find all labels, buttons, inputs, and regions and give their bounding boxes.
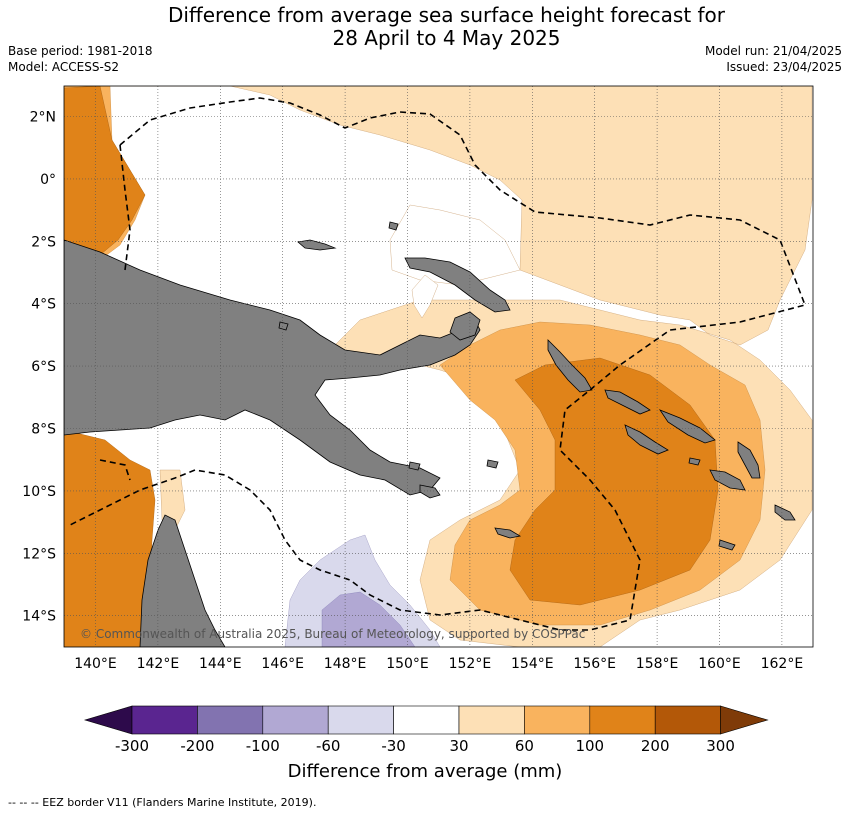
bougainville xyxy=(547,339,593,393)
small-island-5 xyxy=(408,461,421,471)
copyright-text: © Commonwealth of Australia 2025, Bureau… xyxy=(80,627,585,641)
colorbar-tick-label: -200 xyxy=(180,737,214,755)
latitude-label: 0° xyxy=(40,172,56,188)
small-island-1 xyxy=(388,221,399,231)
colorbar-segment xyxy=(524,705,591,735)
longitude-label: 140°E xyxy=(74,656,117,672)
colorbar: -300 -200 -100 -60 -30 30 60 100 200 300 xyxy=(83,705,769,755)
title-line-2: 28 April to 4 May 2025 xyxy=(332,26,561,50)
longitude-label: 152°E xyxy=(449,656,492,672)
meta-right: Model run: 21/04/2025 Issued: 23/04/2025 xyxy=(705,43,842,75)
latitude-label: 10°S xyxy=(22,484,56,500)
latitude-label: 14°S xyxy=(22,609,56,625)
latitude-label: 12°S xyxy=(22,546,56,562)
map-frame xyxy=(63,85,814,648)
colorbar-tick-label: -300 xyxy=(115,737,149,755)
solomon-island-4 xyxy=(709,469,746,491)
colorbar-segment xyxy=(393,705,460,735)
latitude-label: 2°S xyxy=(31,234,56,250)
longitude-label: 160°E xyxy=(698,656,741,672)
small-island-2 xyxy=(278,321,289,331)
latitude-labels: 2°N 0° 2°S 4°S 6°S 8°S 10°S 12°S 14°S xyxy=(22,110,56,625)
map-area xyxy=(64,86,813,647)
latitude-label: 8°S xyxy=(31,422,56,438)
louisiade-islands-2 xyxy=(419,484,441,499)
colorbar-tick-label: 200 xyxy=(641,737,670,755)
solomon-island-5 xyxy=(737,441,761,479)
colorbar-tick-label: -60 xyxy=(316,737,341,755)
latitude-label: 6°S xyxy=(31,359,56,375)
colorbar-tick-label: -30 xyxy=(381,737,406,755)
colorbar-segment xyxy=(197,705,264,735)
colorbar-tick-label: -100 xyxy=(246,737,280,755)
new-guinea-landmass xyxy=(64,239,481,496)
new-ireland xyxy=(297,239,337,251)
colorbar-segment xyxy=(458,705,525,735)
colorbar-tick-label: 60 xyxy=(515,737,534,755)
colorbar-label: Difference from average (mm) xyxy=(287,761,563,782)
eez-border xyxy=(69,97,807,631)
footnote: -- -- -- EEZ border V11 (Flanders Marine… xyxy=(8,796,317,809)
colorbar-segment xyxy=(131,705,198,735)
small-island-4 xyxy=(486,459,499,469)
latitude-label: 4°S xyxy=(31,297,56,313)
longitude-label: 156°E xyxy=(573,656,616,672)
louisiade-islands xyxy=(494,527,522,539)
solomon-island-1 xyxy=(604,389,651,415)
colorbar-segment xyxy=(327,705,394,735)
issued-date: Issued: 23/04/2025 xyxy=(726,60,842,74)
forecast-map: © Commonwealth of Australia 2025, Bureau… xyxy=(22,85,814,755)
longitude-label: 144°E xyxy=(199,656,242,672)
small-island-3 xyxy=(718,539,736,551)
colorbar-max-extension xyxy=(720,705,769,735)
longitude-label: 154°E xyxy=(511,656,554,672)
colorbar-segment xyxy=(654,705,721,735)
base-period: Base period: 1981-2018 xyxy=(8,44,153,58)
latitude-label: 2°N xyxy=(30,110,56,126)
longitude-label: 142°E xyxy=(137,656,180,672)
map-title: Difference from average sea surface heig… xyxy=(0,4,850,50)
solomon-island-6 xyxy=(774,504,796,521)
longitude-label: 146°E xyxy=(261,656,304,672)
longitude-label: 162°E xyxy=(761,656,804,672)
eez-border-west xyxy=(119,144,131,271)
colorbar-segment xyxy=(262,705,329,735)
colorbar-tick-label: 100 xyxy=(575,737,604,755)
land-masses xyxy=(64,221,796,647)
colorbar-tick-label: 300 xyxy=(706,737,735,755)
longitude-label: 150°E xyxy=(386,656,429,672)
colorbar-segment xyxy=(589,705,656,735)
meta-left: Base period: 1981-2018 Model: ACCESS-S2 xyxy=(8,43,153,75)
model-run: Model run: 21/04/2025 xyxy=(704,44,842,58)
neutral-pocket xyxy=(411,274,439,319)
title-line-1: Difference from average sea surface heig… xyxy=(167,3,726,27)
small-island-6 xyxy=(688,457,701,466)
model-name: Model: ACCESS-S2 xyxy=(8,60,120,74)
cape-york-peninsula xyxy=(139,514,226,647)
colorbar-min-extension xyxy=(83,705,133,735)
solomon-island-2 xyxy=(658,409,716,444)
colorbar-tick-label: 30 xyxy=(449,737,468,755)
longitude-label: 158°E xyxy=(636,656,679,672)
longitude-label: 148°E xyxy=(324,656,367,672)
eez-border-south xyxy=(99,459,131,481)
new-britain xyxy=(404,257,511,313)
gridlines xyxy=(64,86,813,647)
longitude-labels: 140°E 142°E 144°E 146°E 148°E 150°E 152°E 154°E… xyxy=(74,656,803,672)
